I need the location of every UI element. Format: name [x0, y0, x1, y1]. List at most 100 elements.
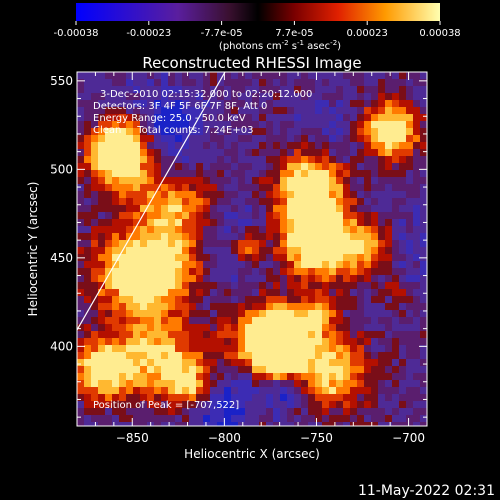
image-pixel: [245, 198, 253, 206]
image-pixel: [161, 408, 169, 416]
image-pixel: [77, 240, 85, 248]
image-pixel: [168, 198, 176, 206]
image-pixel: [259, 359, 267, 367]
image-pixel: [329, 86, 337, 94]
image-pixel: [280, 359, 288, 367]
image-pixel: [133, 135, 141, 143]
image-pixel: [280, 289, 288, 297]
image-pixel: [231, 212, 239, 220]
image-pixel: [140, 135, 148, 143]
image-pixel: [98, 135, 106, 143]
image-pixel: [224, 359, 232, 367]
image-pixel: [308, 72, 316, 80]
image-pixel: [133, 170, 141, 178]
image-pixel: [280, 219, 288, 227]
image-pixel: [91, 142, 99, 150]
image-pixel: [189, 86, 197, 94]
image-pixel: [133, 324, 141, 332]
image-pixel: [217, 310, 225, 318]
image-pixel: [119, 408, 127, 416]
image-pixel: [413, 177, 421, 185]
image-pixel: [84, 408, 92, 416]
image-pixel: [252, 107, 260, 115]
image-pixel: [301, 254, 309, 262]
image-pixel: [140, 324, 148, 332]
image-pixel: [294, 289, 302, 297]
image-pixel: [119, 93, 127, 101]
image-pixel: [420, 163, 427, 171]
image-pixel: [301, 268, 309, 276]
image-pixel: [378, 163, 386, 171]
image-pixel: [175, 226, 183, 234]
image-pixel: [217, 324, 225, 332]
image-pixel: [217, 268, 225, 276]
image-pixel: [280, 72, 288, 80]
image-pixel: [182, 254, 190, 262]
image-pixel: [266, 205, 274, 213]
image-pixel: [364, 275, 372, 283]
image-pixel: [266, 380, 274, 388]
image-pixel: [301, 170, 309, 178]
image-pixel: [392, 170, 400, 178]
image-pixel: [224, 191, 232, 199]
image-pixel: [161, 345, 169, 353]
image-pixel: [196, 303, 204, 311]
image-pixel: [133, 408, 141, 416]
image-pixel: [371, 163, 379, 171]
image-pixel: [245, 310, 253, 318]
image-pixel: [224, 100, 232, 108]
image-pixel: [413, 93, 421, 101]
image-pixel: [329, 422, 337, 426]
image-pixel: [280, 275, 288, 283]
image-pixel: [301, 177, 309, 185]
image-pixel: [280, 149, 288, 157]
image-pixel: [245, 254, 253, 262]
image-pixel: [161, 247, 169, 255]
image-pixel: [371, 254, 379, 262]
image-pixel: [112, 352, 120, 360]
image-pixel: [413, 303, 421, 311]
image-pixel: [168, 191, 176, 199]
image-pixel: [147, 219, 155, 227]
image-pixel: [392, 79, 400, 87]
image-pixel: [287, 352, 295, 360]
image-pixel: [259, 135, 267, 143]
image-pixel: [273, 268, 281, 276]
image-pixel: [294, 310, 302, 318]
image-pixel: [336, 128, 344, 136]
image-pixel: [350, 107, 358, 115]
image-pixel: [231, 352, 239, 360]
image-pixel: [210, 324, 218, 332]
image-pixel: [273, 107, 281, 115]
image-pixel: [392, 177, 400, 185]
image-pixel: [371, 387, 379, 395]
image-pixel: [210, 233, 218, 241]
image-pixel: [322, 135, 330, 143]
image-pixel: [245, 72, 253, 80]
image-pixel: [105, 156, 113, 164]
image-pixel: [329, 275, 337, 283]
image-pixel: [84, 324, 92, 332]
image-pixel: [392, 387, 400, 395]
image-pixel: [301, 114, 309, 122]
image-pixel: [182, 149, 190, 157]
image-pixel: [343, 114, 351, 122]
image-pixel: [210, 394, 218, 402]
image-pixel: [245, 226, 253, 234]
image-pixel: [196, 282, 204, 290]
image-pixel: [350, 191, 358, 199]
image-pixel: [357, 107, 365, 115]
image-pixel: [315, 303, 323, 311]
image-pixel: [413, 359, 421, 367]
image-pixel: [196, 177, 204, 185]
image-pixel: [259, 107, 267, 115]
image-pixel: [203, 135, 211, 143]
image-pixel: [224, 149, 232, 157]
image-pixel: [399, 205, 407, 213]
image-pixel: [77, 114, 85, 122]
image-pixel: [336, 170, 344, 178]
image-pixel: [154, 191, 162, 199]
image-pixel: [252, 198, 260, 206]
image-pixel: [294, 205, 302, 213]
image-pixel: [238, 191, 246, 199]
